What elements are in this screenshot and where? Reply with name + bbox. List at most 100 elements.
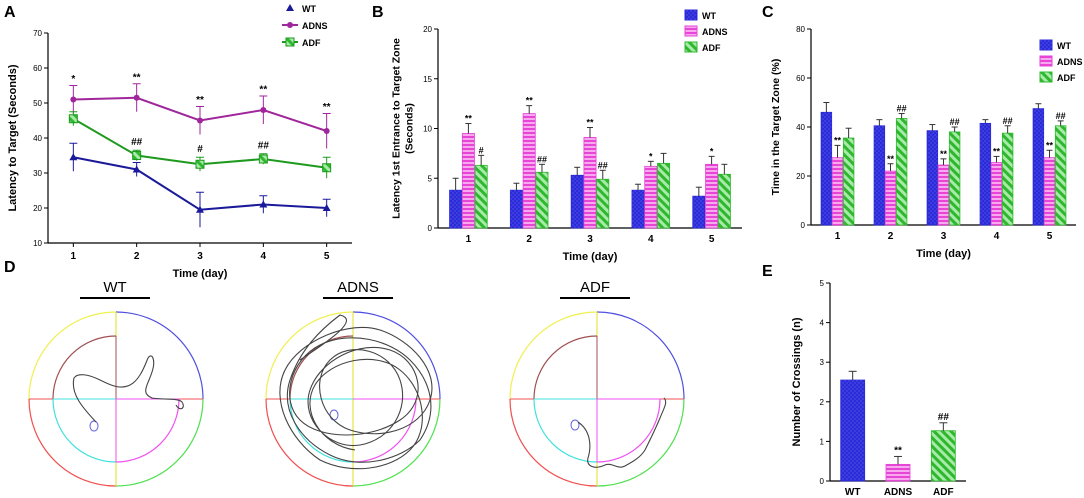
legend-marker-wt (286, 4, 294, 11)
data-point-adns (197, 117, 203, 124)
x-axis-label: Time (day) (916, 248, 971, 260)
bar-adf (930, 430, 956, 482)
legend-swatch-adf (684, 41, 698, 53)
panel-letter-b: B (372, 4, 384, 21)
legend-label: ADF (1057, 73, 1076, 83)
significance-marker: ** (323, 102, 331, 113)
x-tick-label: 2 (526, 234, 532, 245)
significance-marker: ## (537, 154, 547, 164)
bar-adns (884, 170, 897, 226)
y-tick-label: 0 (820, 477, 825, 486)
maze-label-adns: ADNS (337, 279, 379, 296)
legend-label: WT (1057, 41, 1071, 51)
significance-marker: ** (887, 154, 895, 164)
significance-marker: ** (894, 445, 902, 456)
bar-wt (692, 195, 706, 229)
panel-letter-d: D (4, 259, 16, 276)
bar-wt (873, 125, 886, 226)
significance-marker: # (479, 145, 484, 155)
panel-letter-a: A (4, 4, 16, 21)
significance-marker: ## (598, 160, 608, 170)
bar-adns (644, 165, 658, 229)
bar-wt (926, 130, 939, 226)
y-tick-label: 20 (796, 172, 805, 181)
bar-adf (1054, 125, 1067, 226)
y-tick-label: 30 (33, 169, 42, 178)
maze-adf: ADF (509, 279, 685, 487)
significance-marker: ** (586, 118, 594, 128)
data-point-adf (195, 159, 205, 169)
y-tick-label: 50 (33, 99, 42, 108)
x-tick-label: 5 (709, 234, 715, 245)
x-tick-label: 1 (835, 231, 841, 242)
bar-adf (535, 171, 549, 229)
legend-swatch-adf (1039, 71, 1053, 83)
x-tick-label: 5 (1047, 231, 1053, 242)
bar-adf (596, 178, 610, 229)
y-axis-label: Latency to Target (Seconds) (7, 64, 19, 211)
x-tick-label: 3 (587, 234, 593, 245)
bar-adf (657, 162, 671, 229)
significance-marker: * (649, 151, 653, 161)
x-tick-label: ADNS (884, 487, 913, 498)
x-tick-label: 4 (994, 231, 1000, 242)
legend-marker-adf (285, 37, 295, 47)
significance-marker: ## (950, 117, 960, 127)
y-tick-label: 20 (423, 25, 432, 34)
y-tick-label: 40 (796, 123, 805, 132)
significance-marker: ** (196, 95, 204, 106)
x-tick-label: 3 (941, 231, 947, 242)
significance-marker: ## (1056, 111, 1066, 121)
significance-marker: * (71, 74, 75, 85)
data-point-adf (132, 151, 142, 160)
y-tick-label: 80 (796, 25, 805, 34)
y-tick-label: 5 (820, 279, 825, 288)
bar-adf (717, 173, 731, 229)
data-point-adns (260, 107, 267, 113)
y-tick-label: 0 (801, 221, 806, 230)
legend-swatch-wt (684, 9, 698, 21)
bar-wt (570, 174, 584, 229)
y-axis-label: Number of Crossings (n) (791, 317, 803, 446)
bar-adf (948, 131, 961, 226)
significance-marker: ## (897, 104, 907, 114)
data-point-adns (133, 94, 140, 101)
data-point-adf (258, 154, 268, 164)
bar-wt (979, 122, 992, 226)
bar-adns (937, 164, 950, 226)
legend-label: ADF (702, 43, 721, 53)
y-tick-label: 1 (820, 437, 825, 446)
maze-adns: ADNS (265, 279, 441, 487)
bar-adf (895, 118, 908, 226)
panel-letter-e: E (762, 263, 773, 280)
x-tick-label: ADF (933, 487, 954, 498)
x-tick-label: 3 (197, 251, 203, 262)
significance-marker: # (197, 144, 203, 155)
y-tick-label: 70 (33, 29, 42, 38)
y-tick-label: 15 (423, 75, 432, 84)
legend-marker-adns (287, 22, 293, 28)
x-tick-label: 5 (324, 251, 330, 262)
legend-label: WT (302, 4, 316, 14)
bar-adns (831, 157, 844, 226)
x-tick-label: 2 (888, 231, 894, 242)
bar-adf (1001, 132, 1014, 226)
y-tick-label: 3 (820, 358, 825, 367)
legend-label: ADNS (302, 21, 328, 31)
y-tick-label: 5 (428, 174, 433, 183)
x-tick-label: 1 (466, 234, 472, 245)
panel-letter-c: C (762, 4, 774, 21)
significance-marker: ** (259, 85, 267, 96)
y-tick-label: 10 (33, 239, 42, 248)
x-axis-label: Time (day) (173, 268, 228, 280)
y-tick-label: 20 (33, 204, 42, 213)
bar-wt (820, 111, 833, 226)
bar-adns (461, 133, 475, 229)
data-point-adf (322, 163, 332, 173)
bar-adns (990, 162, 1003, 226)
data-point-wt (259, 200, 268, 208)
y-tick-label: 60 (796, 74, 805, 83)
significance-marker: ** (940, 149, 948, 159)
data-point-wt (69, 153, 78, 161)
